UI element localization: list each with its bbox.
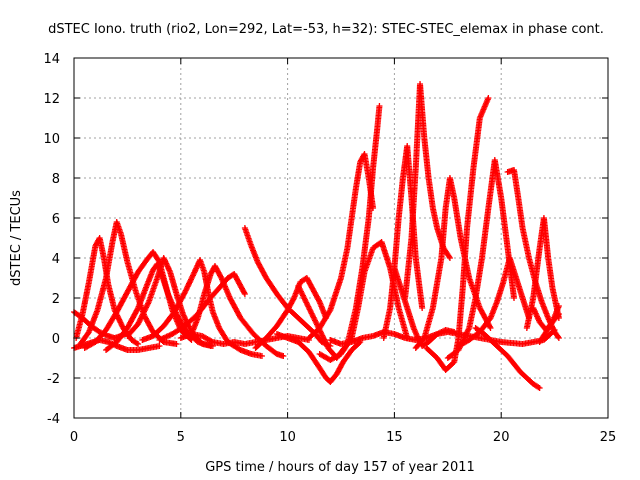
data-point <box>241 291 248 297</box>
data-point <box>208 338 215 345</box>
x-tick-label: 5 <box>177 430 185 445</box>
data-point <box>133 340 140 347</box>
data-point <box>280 353 287 359</box>
x-tick-label: 15 <box>386 430 403 445</box>
data-point <box>217 273 224 280</box>
x-axis-label: GPS time / hours of day 157 of year 2011 <box>205 460 475 475</box>
data-point <box>135 341 142 347</box>
y-tick-label: 12 <box>43 92 60 107</box>
data-point <box>156 343 163 349</box>
y-tick-label: -2 <box>47 372 60 387</box>
data-point <box>173 341 180 347</box>
y-tick-label: 2 <box>52 292 60 307</box>
y-tick-label: 10 <box>43 132 60 147</box>
y-tick-label: 0 <box>52 332 60 347</box>
data-point <box>241 289 248 296</box>
data-points <box>71 81 562 391</box>
y-tick-label: 6 <box>52 212 60 227</box>
chart-title: dSTEC Iono. truth (rio2, Lon=292, Lat=-5… <box>48 22 604 37</box>
y-tick-label: -4 <box>47 412 60 427</box>
y-tick-label: 4 <box>52 252 60 267</box>
x-tick-label: 20 <box>493 430 510 445</box>
data-point <box>134 306 141 313</box>
x-tick-label: 25 <box>600 430 617 445</box>
y-axis-label: dSTEC / TECUs <box>9 190 24 286</box>
x-tick-label: 10 <box>279 430 296 445</box>
series-4 <box>77 219 180 347</box>
series-10 <box>188 263 287 359</box>
y-tick-label: 14 <box>43 52 60 67</box>
x-tick-label: 0 <box>70 430 78 445</box>
y-tick-label: 8 <box>52 172 60 187</box>
data-point <box>258 353 265 359</box>
